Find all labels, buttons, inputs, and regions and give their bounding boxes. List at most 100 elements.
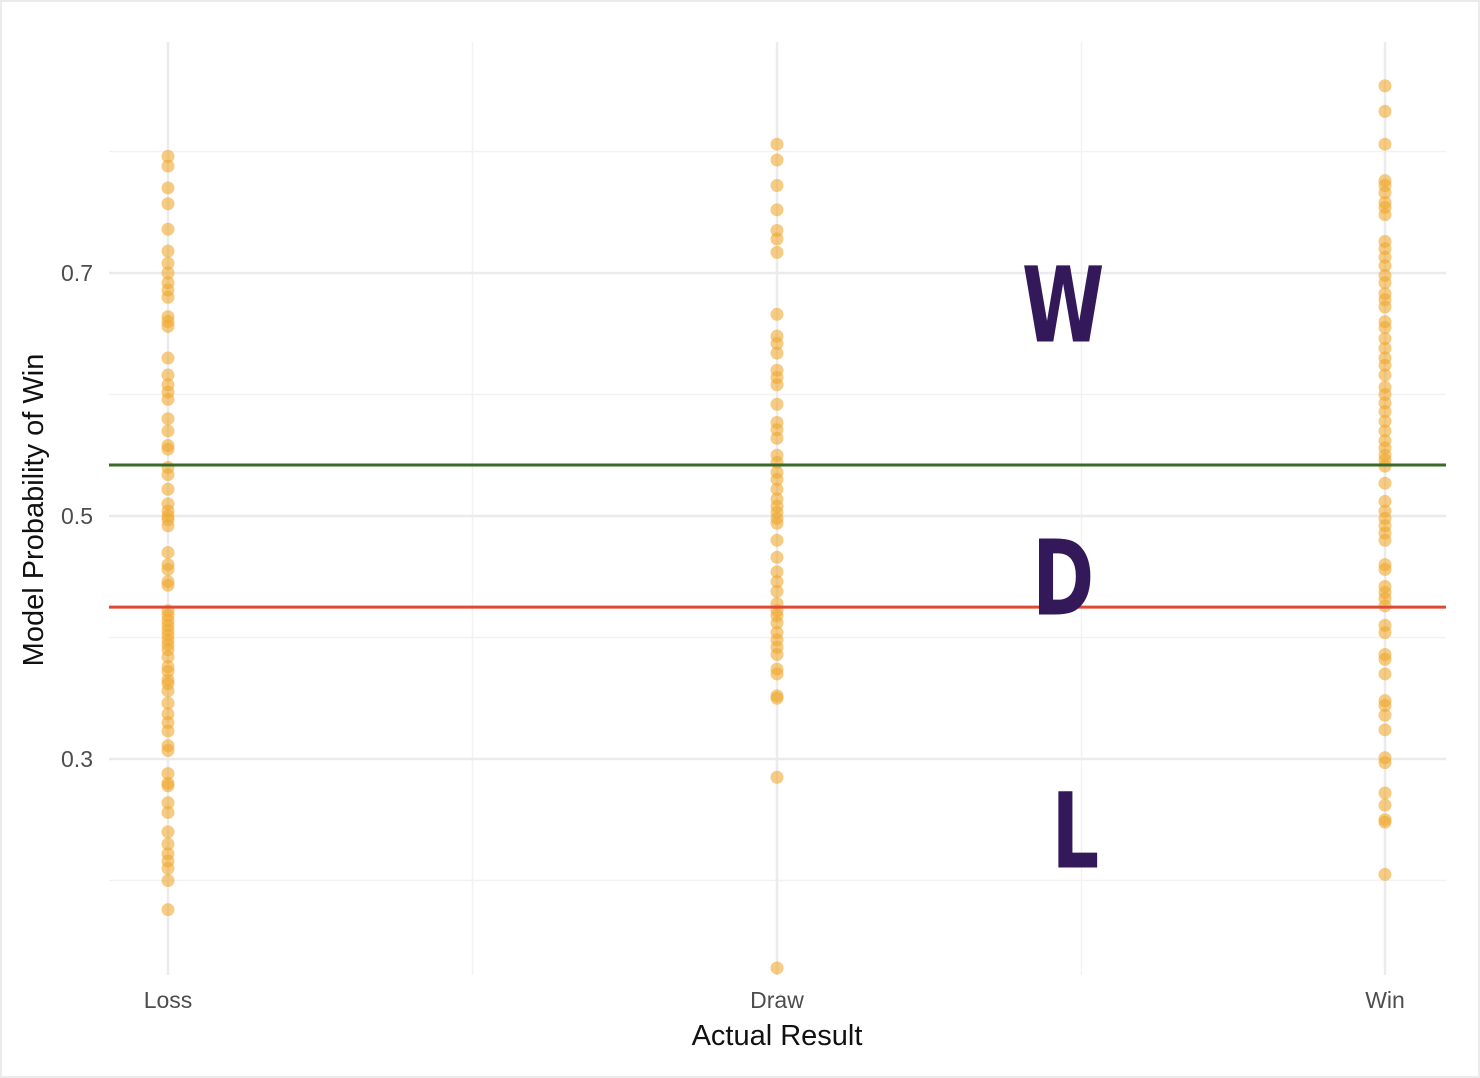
data-point — [770, 516, 784, 530]
data-point — [161, 159, 175, 173]
data-point — [1378, 756, 1392, 770]
data-point — [1378, 798, 1392, 812]
data-point — [770, 431, 784, 445]
data-point — [161, 562, 175, 576]
data-point — [770, 770, 784, 784]
data-point — [770, 575, 784, 589]
x-tick-label: Win — [1365, 987, 1405, 1013]
data-point — [1378, 494, 1392, 508]
y-axis-title: Model Probability of Win — [18, 354, 50, 667]
data-point — [161, 874, 175, 887]
data-point — [770, 473, 784, 487]
data-point — [161, 650, 175, 664]
data-point — [161, 482, 175, 496]
data-point — [1378, 208, 1392, 222]
data-point — [1378, 259, 1392, 273]
data-point — [1378, 867, 1392, 881]
data-point — [161, 545, 175, 559]
data-point — [161, 825, 175, 839]
data-point — [161, 861, 175, 875]
data-point — [1378, 332, 1392, 346]
zone-label: D — [1032, 519, 1094, 640]
data-point — [770, 179, 784, 193]
data-points — [161, 79, 1392, 975]
data-point — [1378, 667, 1392, 681]
data-point — [1378, 186, 1392, 200]
data-point — [1378, 104, 1392, 118]
data-point — [161, 468, 175, 482]
data-point — [770, 533, 784, 547]
threshold-lines — [109, 463, 1446, 609]
data-point — [1378, 321, 1392, 335]
data-point — [770, 482, 784, 496]
data-point — [161, 392, 175, 406]
data-point — [161, 696, 175, 710]
y-tick-label: 0.3 — [61, 746, 93, 772]
data-point — [161, 368, 175, 382]
data-point — [1378, 79, 1392, 93]
data-point — [1378, 358, 1392, 372]
data-point — [770, 137, 784, 151]
data-point — [770, 667, 784, 681]
data-point — [770, 565, 784, 579]
data-point — [161, 442, 175, 456]
data-point — [161, 767, 175, 781]
data-point — [1378, 652, 1392, 666]
data-point — [161, 351, 175, 365]
data-point — [161, 290, 175, 304]
data-point — [1378, 414, 1392, 428]
data-point — [770, 584, 784, 598]
data-point — [1378, 137, 1392, 151]
data-point — [770, 245, 784, 259]
data-point — [161, 724, 175, 738]
data-point — [161, 412, 175, 426]
y-tick-label: 0.5 — [61, 503, 93, 529]
data-point — [1378, 341, 1392, 355]
data-point — [770, 616, 784, 630]
y-tick-label: 0.7 — [61, 260, 93, 286]
data-point — [161, 578, 175, 592]
data-point — [770, 346, 784, 360]
zone-label: W — [1022, 246, 1105, 367]
data-point — [161, 903, 175, 917]
data-point — [1378, 424, 1392, 438]
data-point — [161, 256, 175, 270]
zone-label: L — [1052, 772, 1100, 893]
data-point — [770, 691, 784, 705]
data-point — [770, 307, 784, 321]
data-point — [1378, 300, 1392, 314]
x-tick-label: Draw — [750, 987, 804, 1013]
data-point — [770, 648, 784, 662]
x-tick-labels: Loss Draw Win — [144, 987, 1405, 1013]
data-point — [770, 378, 784, 392]
data-point — [1378, 276, 1392, 290]
data-point — [161, 837, 175, 851]
data-point — [161, 805, 175, 819]
x-axis-title: Actual Result — [692, 1020, 863, 1052]
data-point — [770, 336, 784, 350]
data-point — [161, 181, 175, 195]
data-point — [1378, 368, 1392, 382]
data-point — [770, 232, 784, 246]
minor-gridlines-x — [471, 42, 1083, 975]
data-point — [161, 244, 175, 258]
data-point — [161, 222, 175, 236]
data-point — [770, 397, 784, 411]
data-point — [161, 779, 175, 793]
data-point — [1378, 626, 1392, 640]
data-point — [770, 153, 784, 167]
data-point — [1378, 723, 1392, 737]
data-point — [161, 743, 175, 757]
data-point — [770, 961, 784, 975]
data-point — [1378, 786, 1392, 800]
data-point — [161, 319, 175, 333]
data-point — [1378, 476, 1392, 490]
data-point — [770, 203, 784, 217]
y-tick-labels: 0.3 0.5 0.7 — [61, 260, 93, 772]
x-tick-label: Loss — [144, 987, 193, 1013]
data-point — [161, 149, 175, 163]
zone-annotations: W D L — [1022, 246, 1105, 893]
data-point — [1378, 815, 1392, 829]
data-point — [161, 796, 175, 810]
